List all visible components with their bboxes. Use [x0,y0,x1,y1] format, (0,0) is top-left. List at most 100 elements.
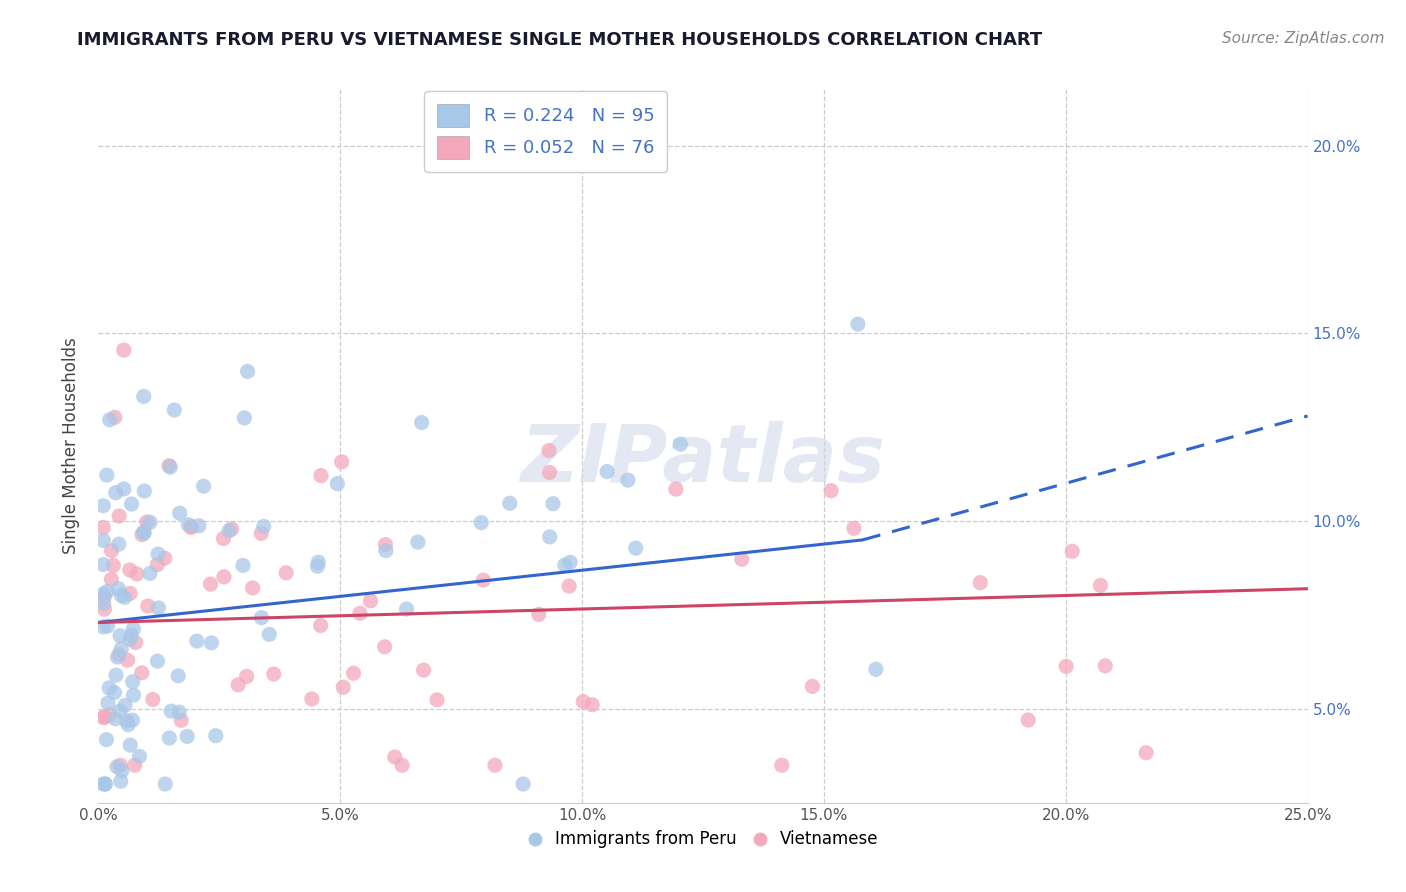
Point [1135,746,1157,760]
Point [120,632,142,647]
Point [218,524,240,538]
Point [91,710,114,724]
Point [100,573,122,587]
Point [157,731,180,745]
Point [527,607,550,622]
Point [124,635,146,649]
Point [100,543,122,558]
Point [96,584,118,599]
Point [596,465,619,479]
Point [212,570,235,584]
Point [426,693,449,707]
Point [112,482,135,496]
Point [91,558,114,572]
Point [250,526,273,541]
Point [159,460,181,475]
Point [155,777,177,791]
Point [104,485,127,500]
Point [180,520,202,534]
Point [96,732,118,747]
Point [139,516,162,530]
Point [242,581,264,595]
Point [93,590,115,604]
Point [107,537,129,551]
Text: Source: ZipAtlas.com: Source: ZipAtlas.com [1222,31,1385,46]
Point [233,411,256,425]
Point [105,760,128,774]
Point [226,678,249,692]
Point [94,777,117,791]
Point [301,692,323,706]
Point [263,667,285,681]
Point [91,620,114,634]
Point [221,522,243,536]
Point [93,602,115,616]
Point [235,669,257,683]
Point [169,506,191,520]
Point [91,520,114,534]
Point [669,437,692,451]
Point [104,410,127,425]
Point [110,758,132,772]
Point [121,497,143,511]
Point [128,749,150,764]
Point [157,458,180,473]
Point [969,575,991,590]
Point [253,519,276,533]
Point [374,543,396,558]
Point [148,601,170,615]
Point [309,468,332,483]
Point [91,533,114,548]
Point [146,547,169,561]
Point [307,559,329,574]
Point [120,628,142,642]
Point [538,466,561,480]
Point [820,483,842,498]
Point [108,648,131,662]
Point [186,634,208,648]
Point [120,738,142,752]
Point [558,579,581,593]
Point [117,717,139,731]
Point [538,530,561,544]
Point [177,517,200,532]
Point [122,688,145,702]
Point [97,696,120,710]
Point [91,777,114,791]
Point [349,607,371,621]
Point [139,566,162,581]
Point [103,685,125,699]
Point [624,541,647,556]
Point [167,669,190,683]
Point [124,758,146,772]
Text: IMMIGRANTS FROM PERU VS VIETNAMESE SINGLE MOTHER HOUSEHOLDS CORRELATION CHART: IMMIGRANTS FROM PERU VS VIETNAMESE SINGL… [77,31,1043,49]
Point [391,758,413,772]
Point [108,629,131,643]
Point [187,518,209,533]
Point [1054,659,1077,673]
Point [731,552,754,566]
Point [374,538,396,552]
Point [617,473,640,487]
Point [121,713,143,727]
Point [499,496,522,510]
Point [801,680,824,694]
Point [236,364,259,378]
Point [146,654,169,668]
Point [770,758,793,772]
Point [136,599,159,613]
Point [1094,658,1116,673]
Point [110,641,132,656]
Point [360,594,382,608]
Point [96,468,118,483]
Point [411,416,433,430]
Point [104,712,127,726]
Point [131,527,153,541]
Point [115,714,138,728]
Legend: Immigrants from Peru, Vietnamese: Immigrants from Peru, Vietnamese [522,824,884,855]
Point [332,680,354,694]
Point [111,764,134,778]
Point [117,653,139,667]
Point [307,555,329,569]
Point [98,413,121,427]
